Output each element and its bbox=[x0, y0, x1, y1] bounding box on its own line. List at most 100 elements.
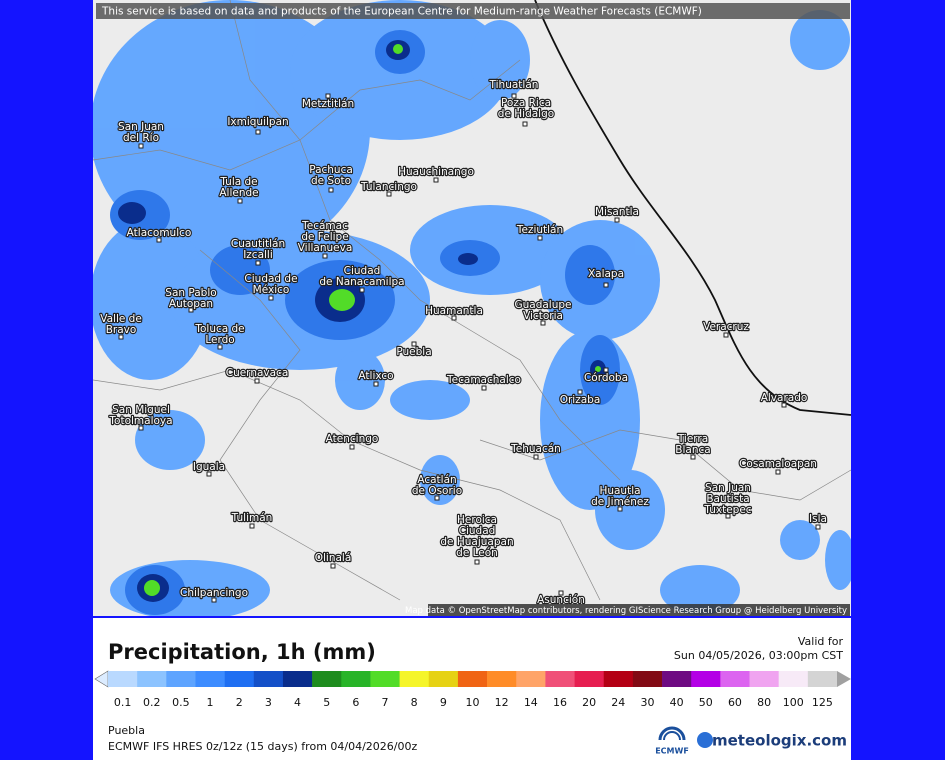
coastline bbox=[534, 0, 852, 416]
city-label: Huautla bbox=[599, 485, 640, 497]
city-dot bbox=[359, 287, 365, 293]
scale-cell bbox=[137, 671, 167, 687]
city-dot bbox=[537, 235, 543, 241]
city-label: Veracruz bbox=[703, 321, 749, 333]
city-label: Alvarado bbox=[761, 392, 808, 404]
city-dot bbox=[255, 129, 261, 135]
city-dot bbox=[118, 334, 124, 340]
city-dot bbox=[723, 332, 729, 338]
city-label: Teziutlán bbox=[516, 224, 563, 236]
valid-time: Sun 04/05/2026, 03:00pm CST bbox=[674, 649, 843, 662]
city-label: Heroica bbox=[457, 514, 497, 526]
color-scale: 0.1 0.2 0.5 1 2 3 4 5 6 7 8 9 10 12 14 16 20 24 30 40 50 60 80… bbox=[94, 670, 851, 709]
scale-cell bbox=[253, 671, 284, 687]
city-label: Lerdo bbox=[205, 334, 234, 346]
scale-cell bbox=[574, 671, 605, 687]
city-dot bbox=[603, 282, 609, 288]
city-label: Metztitlán bbox=[302, 98, 354, 110]
scale-cell bbox=[166, 671, 196, 687]
city-label: Atlixco bbox=[358, 370, 393, 382]
city-label: Misantla bbox=[595, 206, 639, 218]
city-label: Asunción bbox=[537, 594, 585, 606]
city-dot bbox=[217, 344, 223, 350]
city-label: Tihuatlán bbox=[489, 79, 539, 91]
city-dot bbox=[411, 341, 417, 347]
city-label: Ciudad de bbox=[244, 273, 297, 285]
city-label: Tierra bbox=[677, 433, 708, 445]
city-label: Xalapa bbox=[588, 268, 624, 280]
city-dot bbox=[373, 381, 379, 387]
city-dot bbox=[775, 469, 781, 475]
city-dot bbox=[558, 590, 564, 596]
scale-label: 3 bbox=[265, 696, 272, 709]
city-label: del Río bbox=[123, 132, 159, 144]
city-label: de Jiménez bbox=[591, 496, 649, 508]
city-label: Orizaba bbox=[560, 394, 601, 406]
city-dot bbox=[349, 444, 355, 450]
city-dot bbox=[725, 513, 731, 519]
city-label: Cuernavaca bbox=[226, 367, 289, 379]
city-dot bbox=[188, 307, 194, 313]
city-label: Olinalá bbox=[315, 552, 352, 564]
scale-cell bbox=[370, 671, 400, 687]
scale-cell bbox=[516, 671, 546, 687]
city-label: Ciudad bbox=[344, 265, 381, 277]
city-dot bbox=[328, 187, 334, 193]
city-label: Valle de bbox=[100, 313, 142, 325]
city-label: Isla bbox=[809, 513, 827, 525]
disclaimer: This service is based on data and produc… bbox=[101, 6, 702, 18]
scale-cell bbox=[720, 671, 750, 687]
city-dot bbox=[434, 495, 440, 501]
city-dot bbox=[322, 253, 328, 259]
scale-label: 125 bbox=[812, 696, 833, 709]
city-label: Bautista bbox=[706, 493, 749, 505]
scale-cell bbox=[108, 671, 138, 687]
scale-label: 60 bbox=[728, 696, 742, 709]
city-label: Toluca de bbox=[194, 323, 244, 335]
scale-label: 10 bbox=[466, 696, 480, 709]
city-dot bbox=[255, 260, 261, 266]
city-label: de León bbox=[456, 547, 498, 559]
city-label: Atlacomulco bbox=[127, 227, 192, 239]
attribution: Map data © OpenStreetMap contributors, r… bbox=[405, 606, 847, 616]
city-dot bbox=[206, 471, 212, 477]
city-dot bbox=[511, 93, 517, 99]
scale-cell bbox=[341, 671, 371, 687]
city-label: Bravo bbox=[106, 324, 137, 336]
scale-label: 4 bbox=[294, 696, 301, 709]
city-dot bbox=[249, 523, 255, 529]
city-dot bbox=[330, 563, 336, 569]
scale-cell bbox=[807, 671, 838, 687]
city-label: Guadalupe bbox=[514, 299, 571, 311]
scale-label: 1 bbox=[207, 696, 214, 709]
scale-label: 6 bbox=[352, 696, 359, 709]
city-label: de Felipe bbox=[301, 231, 348, 243]
scale-label: 30 bbox=[640, 696, 654, 709]
city-label: Atencingo bbox=[326, 433, 379, 445]
city-label: Cuautitlán bbox=[231, 238, 285, 250]
scale-cell bbox=[195, 671, 225, 687]
city-dot bbox=[268, 295, 274, 301]
city-label: Huamantla bbox=[425, 305, 483, 317]
city-label: San Juan bbox=[118, 121, 164, 133]
city-label: Acatlán bbox=[417, 474, 456, 486]
scale-label: 2 bbox=[236, 696, 243, 709]
legend-title: Precipitation, 1h (mm) bbox=[108, 640, 376, 664]
valid-label: Valid for bbox=[798, 635, 844, 648]
city-label: Puebla bbox=[396, 346, 431, 358]
city-label: Tula de bbox=[219, 176, 257, 188]
city-label: Pachuca bbox=[309, 164, 353, 176]
city-label: Huauchinango bbox=[398, 166, 474, 178]
city-label: Córdoba bbox=[584, 372, 628, 384]
city-label: Tehuacán bbox=[510, 443, 561, 455]
precipitation-areas bbox=[93, 0, 851, 616]
city-label: Izcalli bbox=[243, 249, 273, 261]
scale-cell bbox=[632, 671, 663, 687]
scale-label: 14 bbox=[524, 696, 538, 709]
city-dot bbox=[533, 454, 539, 460]
city-dot bbox=[815, 524, 821, 530]
scale-above-arrow bbox=[837, 671, 851, 687]
